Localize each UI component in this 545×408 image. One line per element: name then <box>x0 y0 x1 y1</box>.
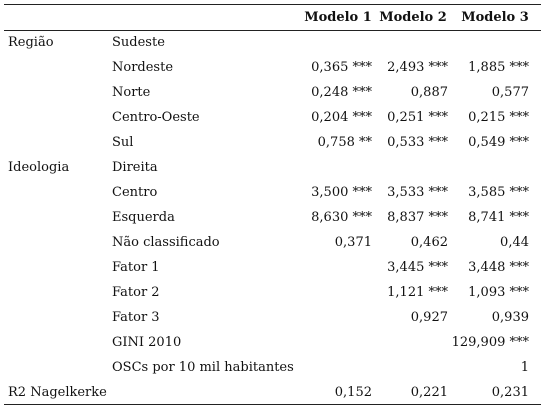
modelo-2-cell: 3,533 *** <box>387 185 448 200</box>
modelo-2-cell: 0,251 *** <box>387 110 448 125</box>
modelo-3-cell: 1 <box>520 360 529 375</box>
header-rule <box>4 30 541 31</box>
modelo-2-cell: 0,533 *** <box>387 135 448 150</box>
table-row: GINI 2010 129,909 *** <box>0 330 545 355</box>
table-row: Ideologia Direita <box>0 155 545 180</box>
modelo-1-cell: 0,248 *** <box>311 85 372 100</box>
table-row: Fator 3 0,927 0,939 <box>0 305 545 330</box>
table-row: Região Sudeste <box>0 30 545 55</box>
variable-cell: Não classificado <box>112 235 220 250</box>
variable-cell: OSCs por 10 mil habitantes <box>112 360 294 375</box>
modelo-2-cell: 0,221 <box>410 385 448 400</box>
table-row: Centro 3,500 *** 3,533 *** 3,585 *** <box>0 180 545 205</box>
group-cell: Ideologia <box>8 160 70 175</box>
table-row: OSCs por 10 mil habitantes 1 <box>0 355 545 380</box>
modelo-1-cell: 0,204 *** <box>311 110 372 125</box>
modelo-3-cell: 0,549 *** <box>468 135 529 150</box>
modelo-3-cell: 0,231 <box>491 385 529 400</box>
variable-cell: Centro-Oeste <box>112 110 200 125</box>
variable-cell: Fator 1 <box>112 260 160 275</box>
modelo-3-cell: 3,448 *** <box>468 260 529 275</box>
header-modelo-1: Modelo 1 <box>304 10 372 25</box>
variable-cell: Fator 2 <box>112 285 160 300</box>
modelo-2-cell: 2,493 *** <box>387 60 448 75</box>
modelo-3-cell: 1,093 *** <box>468 285 529 300</box>
table-row: Esquerda 8,630 *** 8,837 *** 8,741 *** <box>0 205 545 230</box>
bottom-rule <box>4 404 541 405</box>
modelo-2-cell: 3,445 *** <box>387 260 448 275</box>
table-row: Nordeste 0,365 *** 2,493 *** 1,885 *** <box>0 55 545 80</box>
header-modelo-2: Modelo 2 <box>379 10 447 25</box>
table-row: Norte 0,248 *** 0,887 0,577 <box>0 80 545 105</box>
variable-cell: Direita <box>112 160 158 175</box>
table-row: Fator 2 1,121 *** 1,093 *** <box>0 280 545 305</box>
group-cell: R2 Nagelkerke <box>8 385 107 400</box>
modelo-2-cell: 8,837 *** <box>387 210 448 225</box>
modelo-3-cell: 0,44 <box>500 235 529 250</box>
variable-cell: Sudeste <box>112 35 165 50</box>
group-cell: Região <box>8 35 54 50</box>
header-row: Modelo 1 Modelo 2 Modelo 3 <box>0 5 545 30</box>
variable-cell: GINI 2010 <box>112 335 182 350</box>
modelo-3-cell: 0,577 <box>491 85 529 100</box>
modelo-3-cell: 129,909 *** <box>451 335 529 350</box>
table-row: Fator 1 3,445 *** 3,448 *** <box>0 255 545 280</box>
modelo-1-cell: 0,371 <box>334 235 372 250</box>
table-row: Não classificado 0,371 0,462 0,44 <box>0 230 545 255</box>
variable-cell: Nordeste <box>112 60 174 75</box>
modelo-3-cell: 3,585 *** <box>468 185 529 200</box>
modelo-2-cell: 0,887 <box>410 85 448 100</box>
variable-cell: Centro <box>112 185 158 200</box>
modelo-2-cell: 0,462 <box>410 235 448 250</box>
table-row: R2 Nagelkerke 0,152 0,221 0,231 <box>0 380 545 405</box>
top-rule <box>4 4 541 5</box>
modelo-1-cell: 0,365 *** <box>311 60 372 75</box>
variable-cell: Esquerda <box>112 210 175 225</box>
modelo-3-cell: 1,885 *** <box>468 60 529 75</box>
header-modelo-3: Modelo 3 <box>461 10 529 25</box>
modelo-2-cell: 1,121 *** <box>387 285 448 300</box>
variable-cell: Sul <box>112 135 134 150</box>
table-row: Centro-Oeste 0,204 *** 0,251 *** 0,215 *** <box>0 105 545 130</box>
modelo-2-cell: 0,927 <box>410 310 448 325</box>
modelo-1-cell: 8,630 *** <box>311 210 372 225</box>
modelo-1-cell: 0,152 <box>334 385 372 400</box>
modelo-3-cell: 8,741 *** <box>468 210 529 225</box>
modelo-1-cell: 0,758 ** <box>317 135 372 150</box>
modelo-3-cell: 0,939 <box>491 310 529 325</box>
modelo-1-cell: 3,500 *** <box>311 185 372 200</box>
modelo-3-cell: 0,215 *** <box>468 110 529 125</box>
variable-cell: Fator 3 <box>112 310 160 325</box>
table-row: Sul 0,758 ** 0,533 *** 0,549 *** <box>0 130 545 155</box>
variable-cell: Norte <box>112 85 151 100</box>
